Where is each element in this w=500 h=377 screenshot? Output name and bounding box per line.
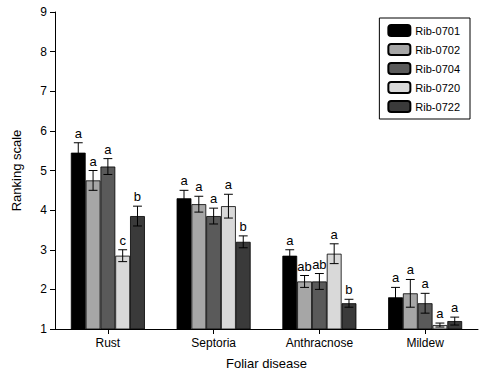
svg-text:5: 5 (40, 164, 47, 178)
svg-text:a: a (195, 179, 203, 194)
svg-text:ab: ab (312, 257, 326, 272)
svg-text:a: a (286, 233, 294, 248)
svg-text:Mildew: Mildew (406, 336, 444, 350)
svg-text:a: a (210, 191, 218, 206)
svg-text:b: b (345, 282, 352, 297)
svg-text:7: 7 (40, 84, 47, 98)
svg-text:a: a (225, 177, 233, 192)
svg-text:Rib-0704: Rib-0704 (415, 63, 460, 75)
svg-text:2: 2 (40, 282, 47, 296)
svg-text:Rib-0701: Rib-0701 (415, 25, 460, 37)
svg-text:a: a (451, 300, 459, 315)
svg-text:a: a (392, 270, 400, 285)
svg-text:Rib-0720: Rib-0720 (415, 82, 460, 94)
svg-text:Foliar disease: Foliar disease (226, 356, 307, 371)
svg-text:Ranking scale: Ranking scale (9, 130, 24, 212)
svg-text:a: a (407, 262, 415, 277)
svg-text:a: a (75, 126, 83, 141)
svg-text:c: c (119, 233, 126, 248)
svg-text:Rib-0722: Rib-0722 (415, 101, 460, 113)
svg-text:a: a (436, 306, 444, 321)
svg-text:b: b (134, 189, 141, 204)
svg-text:ab: ab (297, 259, 311, 274)
svg-text:3: 3 (40, 243, 47, 257)
svg-text:a: a (422, 276, 430, 291)
svg-text:4: 4 (40, 203, 47, 217)
svg-text:Septoria: Septoria (191, 336, 236, 350)
svg-text:Rust: Rust (96, 336, 121, 350)
svg-text:a: a (331, 227, 339, 242)
svg-text:b: b (240, 219, 247, 234)
svg-text:a: a (180, 173, 188, 188)
svg-text:a: a (89, 154, 97, 169)
svg-text:a: a (104, 142, 112, 157)
svg-text:9: 9 (40, 5, 47, 19)
svg-text:8: 8 (40, 45, 47, 59)
svg-text:1: 1 (40, 322, 47, 336)
svg-text:Anthracnose: Anthracnose (286, 336, 354, 350)
svg-text:Rib-0702: Rib-0702 (415, 44, 460, 56)
svg-text:6: 6 (40, 124, 47, 138)
